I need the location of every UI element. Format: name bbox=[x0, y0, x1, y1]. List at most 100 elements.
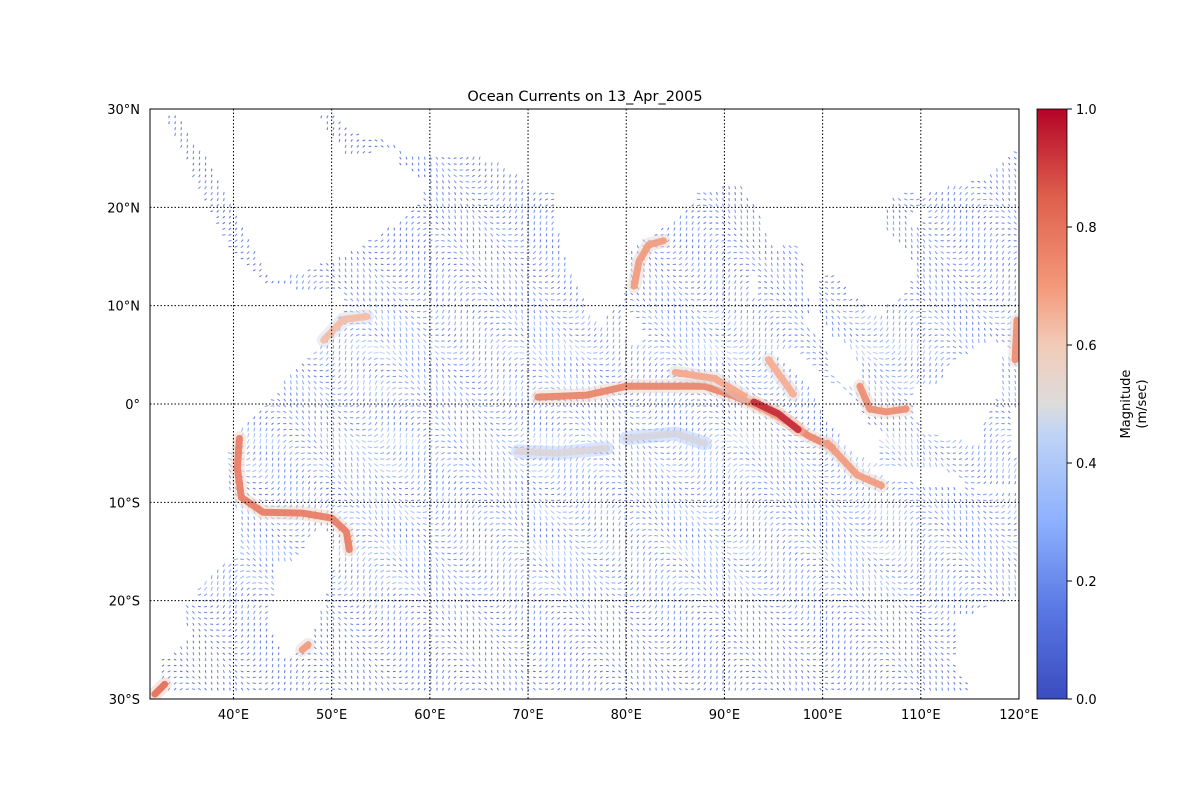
current-vector bbox=[442, 374, 444, 379]
current-vector bbox=[898, 198, 902, 201]
current-vector bbox=[824, 469, 829, 472]
current-vector bbox=[392, 263, 396, 266]
current-vector bbox=[405, 250, 408, 255]
current-vector bbox=[411, 239, 414, 243]
current-vector bbox=[952, 269, 956, 272]
current-vector bbox=[740, 327, 743, 332]
current-vector bbox=[259, 269, 262, 272]
current-vector bbox=[977, 204, 981, 207]
current-vector bbox=[1001, 233, 1005, 236]
current-vector bbox=[484, 422, 487, 425]
current-vector bbox=[983, 422, 987, 426]
current-vector bbox=[533, 239, 536, 243]
current-vector bbox=[234, 245, 238, 248]
current-vector bbox=[903, 375, 908, 378]
current-vector bbox=[606, 345, 609, 349]
current-vector bbox=[770, 286, 774, 290]
current-vector bbox=[691, 363, 694, 367]
current-vector bbox=[417, 268, 420, 273]
current-vector bbox=[575, 404, 579, 408]
current-vector bbox=[685, 404, 688, 408]
current-vector bbox=[801, 410, 804, 414]
current-vector bbox=[709, 398, 713, 402]
current-vector bbox=[576, 385, 578, 391]
current-vector bbox=[398, 363, 402, 367]
current-vector bbox=[630, 351, 633, 355]
current-vector bbox=[338, 374, 341, 379]
current-vector bbox=[313, 392, 317, 397]
current-vector bbox=[478, 268, 481, 272]
current-vector bbox=[983, 192, 987, 195]
current-vector bbox=[568, 316, 573, 319]
current-vector bbox=[976, 198, 981, 201]
current-vector bbox=[174, 127, 176, 131]
current-vector bbox=[764, 369, 767, 373]
current-vector bbox=[301, 422, 305, 426]
current-vector bbox=[740, 186, 743, 190]
current-vector bbox=[856, 456, 858, 462]
current-vector bbox=[666, 345, 671, 349]
current-vector bbox=[295, 422, 299, 426]
current-vector bbox=[861, 356, 865, 361]
current-vector bbox=[812, 345, 816, 349]
current-vector bbox=[959, 333, 962, 337]
current-vector bbox=[356, 350, 360, 355]
current-vector bbox=[770, 274, 773, 278]
current-vector bbox=[752, 333, 755, 338]
current-vector bbox=[246, 251, 250, 254]
current-vector bbox=[867, 351, 872, 355]
current-vector bbox=[599, 375, 603, 378]
current-vector bbox=[696, 192, 701, 195]
current-vector bbox=[1008, 386, 1011, 391]
current-vector bbox=[855, 310, 859, 313]
current-vector bbox=[423, 245, 426, 248]
current-vector bbox=[1008, 362, 1011, 367]
current-vector bbox=[733, 263, 737, 266]
current-vector bbox=[922, 350, 925, 356]
current-vector bbox=[758, 227, 761, 231]
current-vector bbox=[435, 268, 438, 273]
current-vector bbox=[344, 274, 347, 278]
current-vector bbox=[909, 380, 914, 384]
current-vector bbox=[934, 251, 938, 255]
current-vector bbox=[989, 174, 992, 178]
current-vector bbox=[606, 315, 609, 320]
current-vector bbox=[660, 363, 664, 366]
current-vector bbox=[636, 245, 639, 249]
current-vector bbox=[612, 315, 615, 320]
current-vector bbox=[740, 215, 743, 220]
current-vector bbox=[465, 286, 470, 290]
current-vector bbox=[959, 292, 962, 296]
current-vector bbox=[898, 215, 901, 219]
current-vector bbox=[362, 422, 366, 425]
current-vector bbox=[545, 198, 548, 201]
current-vector bbox=[478, 227, 481, 231]
current-vector bbox=[667, 416, 670, 420]
current-vector bbox=[709, 245, 712, 249]
current-vector bbox=[703, 368, 706, 373]
current-vector bbox=[576, 369, 578, 373]
current-vector bbox=[715, 197, 719, 202]
current-vector bbox=[837, 287, 841, 289]
current-vector bbox=[660, 340, 664, 343]
current-vector bbox=[983, 186, 987, 189]
current-vector bbox=[338, 280, 341, 284]
current-vector bbox=[380, 385, 384, 391]
current-vector bbox=[995, 192, 999, 195]
current-vector bbox=[453, 351, 458, 354]
current-vector bbox=[551, 368, 554, 373]
current-vector bbox=[928, 239, 932, 243]
current-vector bbox=[941, 298, 944, 302]
current-vector bbox=[660, 263, 664, 266]
current-vector bbox=[477, 186, 482, 189]
current-vector bbox=[733, 363, 737, 366]
current-vector bbox=[654, 328, 658, 331]
current-vector bbox=[374, 369, 378, 372]
current-vector bbox=[800, 263, 804, 266]
current-vector bbox=[807, 386, 810, 391]
current-vector bbox=[922, 204, 926, 207]
current-vector bbox=[478, 433, 481, 438]
current-vector bbox=[587, 357, 592, 361]
current-vector bbox=[527, 239, 530, 243]
current-vector bbox=[514, 340, 518, 342]
